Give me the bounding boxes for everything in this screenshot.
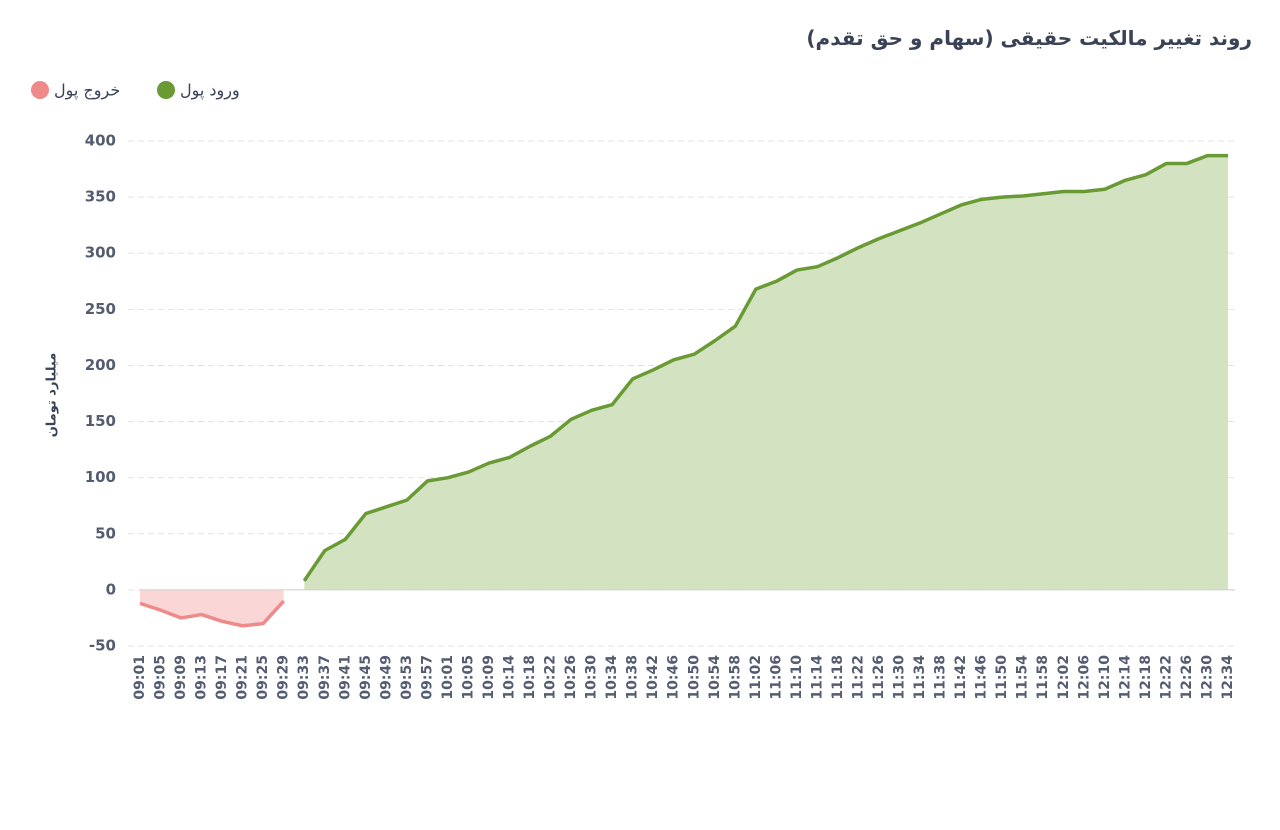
x-tick-label: 11:54 [1015,655,1031,700]
legend-label: ورود پول [180,81,240,101]
y-tick-label: 350 [85,188,116,206]
area [304,155,1228,590]
x-tick-label: 10:09 [481,655,497,700]
x-tick-label: 09:17 [214,655,230,700]
legend-label: خروج پول [54,81,120,101]
x-tick-label: 12:02 [1056,655,1072,700]
x-tick-label: 10:42 [645,655,661,700]
x-tick-label: 11:02 [748,655,764,700]
x-tick-label: 12:06 [1076,655,1092,700]
x-tick-label: 10:54 [707,655,723,700]
x-tick-label: 10:38 [625,655,641,700]
y-tick-label: 250 [85,300,116,318]
x-tick-label: 11:06 [768,655,784,700]
x-tick-label: 11:14 [809,655,825,700]
x-tick-label: 09:13 [194,655,210,700]
line [302,153,1228,582]
x-tick-label: 10:05 [460,655,476,700]
x-tick-label: 09:09 [173,655,189,700]
x-tick-label: 09:29 [276,655,292,700]
y-tick-label: 100 [85,468,116,486]
x-tick-label: 10:30 [584,655,600,700]
x-tick-label: 11:10 [789,655,805,700]
x-tick-label: 12:18 [1138,655,1154,700]
y-tick-label: -50 [89,637,116,655]
x-tick-label: 12:22 [1158,655,1174,700]
x-tick-label: 11:26 [871,655,887,700]
y-tick-label: 0 [106,580,116,598]
x-tick-label: 11:30 [892,655,908,700]
x-tick-label: 10:22 [543,655,559,700]
x-tick-label: 10:18 [522,655,538,700]
x-tick-label: 11:38 [933,655,949,700]
y-tick-label: 200 [85,356,116,374]
x-tick-label: 12:30 [1199,655,1215,700]
y-axis-label: میلیارد تومان [45,353,60,438]
y-tick-label: 150 [85,412,116,430]
x-tick-label: 09:21 [235,655,251,700]
x-tick-label: 11:50 [994,655,1010,700]
x-tick-label: 09:01 [132,655,148,700]
x-tick-label: 12:10 [1097,655,1113,700]
chart-title: روند تغییر مالکیت حقیقی (سهام و حق تقدم) [806,26,1252,50]
x-tick-label: 11:42 [953,655,969,700]
y-tick-label: 50 [95,524,116,542]
x-tick-label: 09:49 [378,655,394,700]
x-tick-label: 09:37 [317,655,333,700]
x-tick-label: 11:58 [1035,655,1051,700]
legend-marker [31,81,49,99]
x-tick-label: 12:26 [1179,655,1195,700]
x-tick-label: 10:50 [686,655,702,700]
x-tick-label: 09:57 [419,655,435,700]
line [139,599,285,628]
y-tick-label: 300 [85,244,116,262]
y-tick-label: 400 [85,132,116,150]
x-tick-label: 12:34 [1220,655,1236,700]
x-tick-label: 09:33 [296,655,312,700]
legend-marker [157,81,175,99]
x-tick-label: 09:25 [255,655,271,700]
x-tick-label: 11:22 [850,655,866,700]
x-tick-label: 09:41 [337,655,353,700]
x-tick-label: 10:01 [440,655,456,700]
x-tick-label: 09:53 [399,655,415,700]
x-tick-label: 10:14 [502,655,518,700]
x-tick-label: 11:46 [974,655,990,700]
x-tick-label: 11:18 [830,655,846,700]
x-tick-label: 10:58 [727,655,743,700]
x-tick-label: 11:34 [912,655,928,700]
area [140,589,284,626]
x-tick-label: 09:45 [358,655,374,700]
x-tick-label: 10:26 [563,655,579,700]
x-tick-label: 10:46 [666,655,682,700]
x-tick-label: 10:34 [604,655,620,700]
x-tick-label: 12:14 [1117,655,1133,700]
x-tick-label: 09:05 [153,655,169,700]
